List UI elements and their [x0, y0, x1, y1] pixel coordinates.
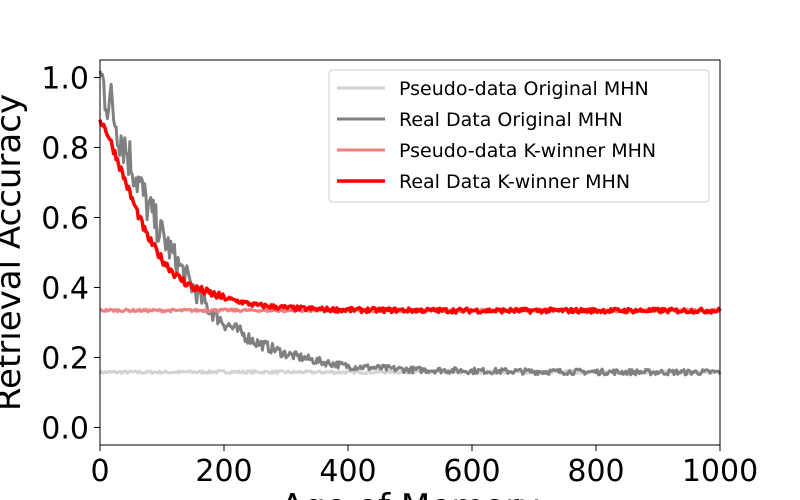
y-tick-label: 0.4	[41, 272, 89, 307]
y-tick-label: 0.0	[41, 412, 89, 447]
x-tick-label: 600	[443, 454, 500, 489]
plot-frame	[99, 59, 721, 446]
legend-entry: Pseudo-data K-winner MHN	[399, 140, 656, 162]
x-axis-title: Age of Memory	[281, 487, 539, 500]
y-tick-label: 0.6	[41, 202, 89, 237]
series-layer	[98, 70, 722, 377]
y-axis-ticks: 0.0 0.2 0.4 0.6 0.8 1.0	[41, 62, 100, 447]
legend-box	[328, 69, 710, 203]
x-axis-ticks: 0 200 400 600 800 1000	[90, 445, 758, 489]
x-tick-label: 1000	[682, 454, 758, 489]
x-tick-label: 0	[90, 454, 109, 489]
legend: Pseudo-data Original MHN Real Data Origin…	[328, 69, 710, 203]
y-tick-label: 0.2	[41, 342, 89, 377]
series-line-4	[98, 119, 722, 315]
legend-entry: Pseudo-data Original MHN	[399, 78, 649, 100]
x-tick-label: 400	[319, 454, 376, 489]
x-tick-label: 800	[567, 454, 624, 489]
y-axis-title: Retrieval Accuracy	[0, 94, 29, 411]
x-tick-label: 200	[195, 454, 252, 489]
y-tick-label: 1.0	[41, 62, 89, 97]
legend-entry: Real Data K-winner MHN	[399, 171, 630, 193]
y-tick-label: 0.8	[41, 132, 89, 167]
legend-entry: Real Data Original MHN	[399, 109, 623, 131]
